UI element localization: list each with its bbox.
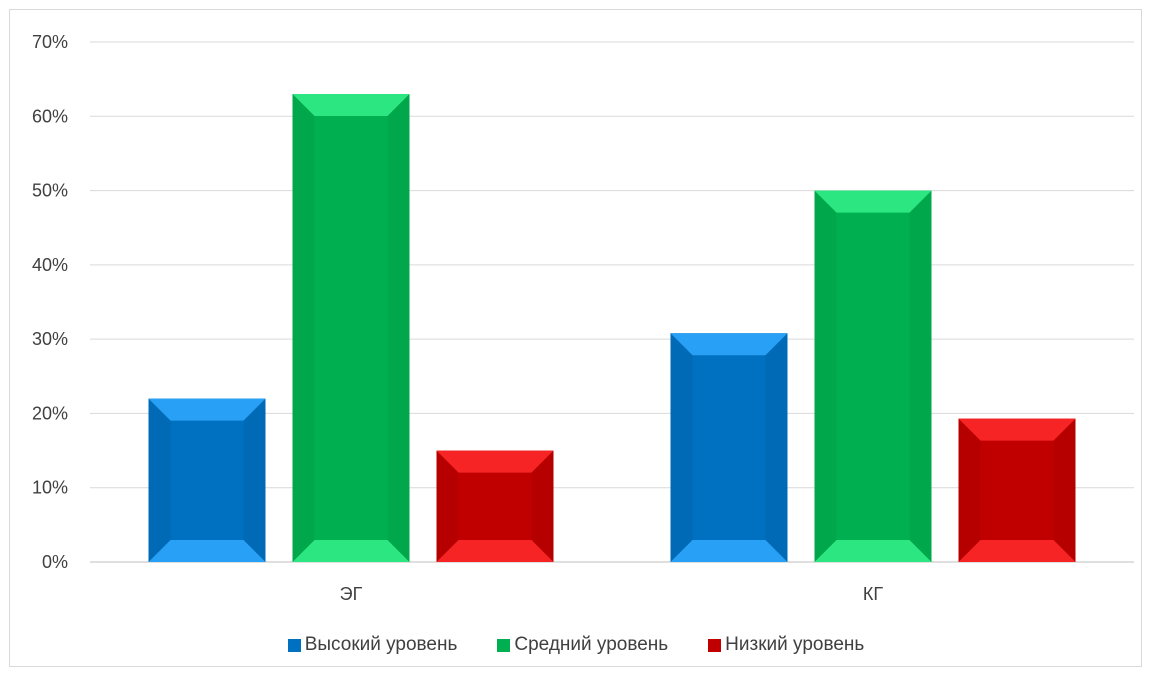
legend-swatch-medium — [497, 638, 511, 652]
legend: Высокий уровень Средний уровень Низкий у… — [0, 634, 1152, 656]
bar-bevel-left — [958, 418, 981, 562]
bar-bevel-top — [958, 418, 1076, 441]
bar-bevel-right — [909, 190, 932, 563]
x-category-label: КГ — [863, 584, 883, 604]
y-tick-label: 50% — [32, 181, 68, 201]
bar-bevel-top — [814, 190, 932, 213]
legend-item-high: Высокий уровень — [287, 634, 458, 656]
bar-bevel-bottom — [670, 540, 788, 562]
bar-bevel-right — [243, 398, 266, 562]
y-tick-label: 20% — [32, 403, 68, 423]
bar-bevel-top — [670, 333, 788, 356]
bar-bevel-top — [148, 398, 266, 421]
bar-bevel-left — [436, 450, 459, 562]
legend-label-high: Высокий уровень — [304, 634, 458, 655]
bar-bevel-left — [292, 94, 315, 562]
y-tick-label: 70% — [32, 32, 68, 52]
bar-bevel-left — [670, 333, 693, 562]
y-tick-label: 60% — [32, 106, 68, 126]
legend-label-low: Низкий уровень — [725, 634, 865, 655]
bar-bevel-bottom — [958, 540, 1076, 562]
bar-bevel-right — [387, 94, 410, 562]
y-tick-label: 30% — [32, 329, 68, 349]
bar-bevel-top — [292, 94, 410, 116]
bar-bevel-right — [1053, 418, 1076, 562]
legend-item-low: Низкий уровень — [708, 634, 864, 656]
bar-bevel-right — [531, 450, 554, 562]
bar — [670, 333, 788, 562]
x-category-label: ЭГ — [340, 584, 363, 604]
bar-bevel-bottom — [814, 540, 932, 562]
legend-label-medium: Средний уровень — [514, 634, 669, 655]
bar-bevel-bottom — [148, 540, 266, 562]
legend-swatch-low — [708, 638, 722, 652]
legend-item-medium: Средний уровень — [497, 634, 668, 656]
bar-bevel-left — [814, 190, 837, 563]
y-tick-label: 0% — [42, 552, 68, 572]
y-tick-label: 10% — [32, 478, 68, 498]
bar-bevel-top — [436, 450, 554, 473]
bar-bevel-left — [148, 398, 171, 562]
bar — [958, 418, 1076, 562]
bar — [814, 190, 932, 563]
bar-bevel-bottom — [436, 540, 554, 562]
bar — [292, 94, 410, 562]
bar-bevel-bottom — [292, 540, 410, 562]
y-tick-label: 40% — [32, 255, 68, 275]
bar — [148, 398, 266, 562]
legend-swatch-high — [287, 638, 301, 652]
bar-bevel-right — [765, 333, 788, 562]
